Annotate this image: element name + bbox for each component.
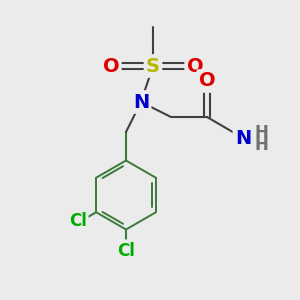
Text: S: S [146,56,160,76]
Text: O: O [199,71,215,91]
Text: Cl: Cl [117,242,135,260]
Text: N: N [235,128,251,148]
Text: O: O [103,56,119,76]
Text: H: H [254,136,268,154]
Text: O: O [187,56,203,76]
Text: N: N [133,92,149,112]
Text: Cl: Cl [69,212,87,230]
Text: H: H [254,124,268,142]
